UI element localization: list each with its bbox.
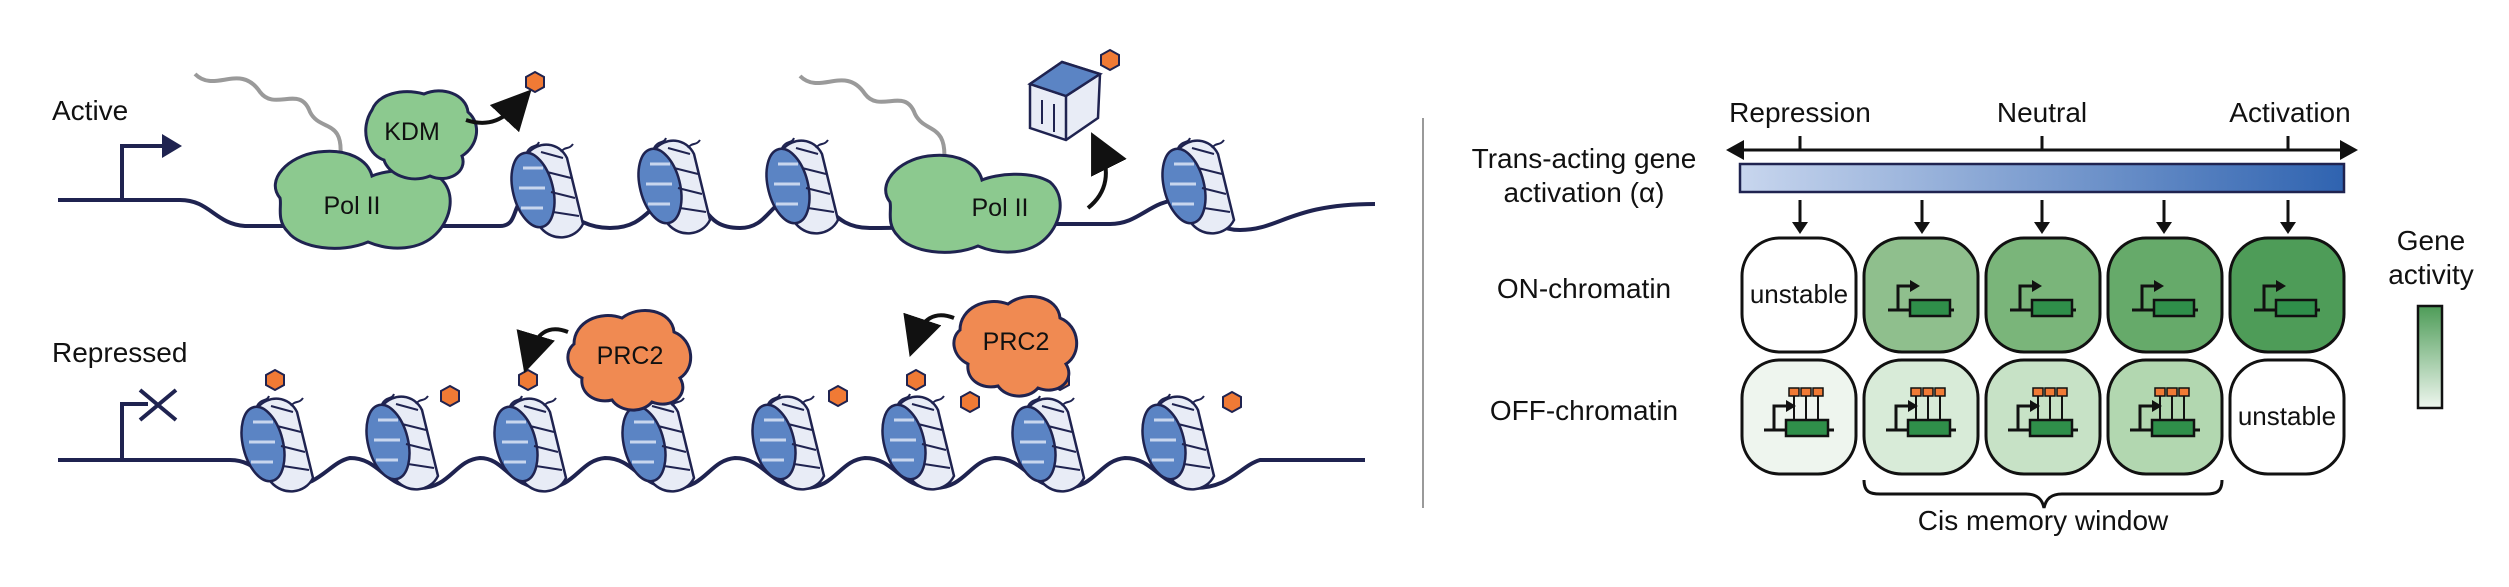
active-label: Active [52,95,128,126]
pol2-complex-2 [884,153,1062,254]
on-cell [2106,236,2224,354]
axis-label-repression: Repression [1729,97,1871,128]
methyl-mark-icon [1222,391,1242,413]
nucleosome-icon [502,140,585,239]
off-cell [1862,358,1980,476]
eviction-arrow-icon [1086,132,1127,210]
promoter-arrowhead-icon [162,134,182,158]
rna-transcript-1 [193,72,343,161]
memory-window-label: Cis memory window [1918,505,2169,536]
rna-transcript-2 [798,74,947,165]
on-cell [1862,236,1980,354]
nucleosome-icon [1133,392,1216,491]
down-arrow-icon [2034,222,2050,234]
on-chromatin-row: unstable [1740,236,2346,354]
pol2-label-1: Pol II [324,192,381,220]
row-label-on: ON-chromatin [1497,273,1671,304]
dna-strand-repressed [58,455,1365,491]
axis-label-neutral: Neutral [1997,97,2087,128]
evicted-mark-icon [1100,49,1120,71]
axis-left-arrow-icon [1726,140,1744,160]
nucleosome-icon [485,394,568,493]
nucleosome-icon [1003,394,1086,493]
prc2-complex-1 [566,309,693,412]
repressive-mark-icon [1788,387,1800,397]
unstable-label-off: unstable [2238,401,2336,431]
down-arrow-icon [1914,222,1930,234]
row-label-off: OFF-chromatin [1490,395,1678,426]
repressed-label: Repressed [52,337,187,368]
nucleosome-icon [1153,136,1236,235]
kdm-label: KDM [384,118,440,146]
off-chromatin-row: unstable [1740,358,2346,476]
promoter-blocked-icon [120,402,148,458]
axis-label-activation: Activation [2229,97,2350,128]
column-arrows [1792,200,2296,234]
methyl-mark-icon [440,385,460,407]
active-track: Active Pol II KDM Pol II [52,49,1376,254]
methyl-mark-icon [828,385,848,407]
on-cell [1984,236,2102,354]
nucleosome-icon [873,392,956,491]
repressed-track: Repressed PRC2 PRC2 [52,295,1365,493]
gene-body-icon [1908,298,1952,318]
legend-title-line2: activity [2388,259,2474,290]
memory-window-brace [1862,479,2224,509]
down-arrow-icon [1792,222,1808,234]
promoter-arrow-icon [120,144,162,198]
on-cell [2228,236,2346,354]
off-cell [2106,358,2224,476]
spreading-arrow-icon [516,327,569,374]
down-arrow-icon [2280,222,2296,234]
pol2-label-2: Pol II [972,194,1029,222]
methyl-mark-icon [960,391,980,413]
axis-section: Repression Neutral Activation Trans-acti… [1472,97,2358,208]
down-arrow-icon [2156,222,2172,234]
off-cell [1984,358,2102,476]
nucleosome-icon [743,392,826,491]
axis-title-line1: Trans-acting gene [1472,143,1697,174]
nucleosome-icon [232,394,315,493]
gene-activity-legend-bar [2416,304,2444,410]
on-cell-unstable [1740,236,1858,354]
nucleosome-icon [757,136,840,235]
spreading-arrow-icon [903,312,955,357]
axis-right-arrow-icon [2340,140,2358,160]
off-cell [1740,358,1858,476]
legend-title-line1: Gene [2397,225,2466,256]
prc2-complex-2 [952,295,1079,398]
unstable-label-on: unstable [1750,279,1848,309]
demethylation-arrow-icon [465,89,532,133]
evicted-histone-icon [1027,60,1103,142]
nucleosome-icon [357,392,440,491]
methyl-mark-icon [906,369,926,391]
methyl-mark-icon [265,369,285,391]
released-mark-icon [525,71,545,93]
axis-title-line2: activation (α) [1504,177,1665,208]
alpha-gradient-bar [1738,162,2346,194]
prc2-label-1: PRC2 [597,342,664,370]
methyl-mark-icon [518,369,538,391]
kdm-complex [364,89,478,181]
off-cell-unstable [2228,358,2346,476]
gene-body-icon [1784,418,1830,438]
repression-cross-icon [138,388,178,422]
prc2-label-2: PRC2 [983,328,1050,356]
